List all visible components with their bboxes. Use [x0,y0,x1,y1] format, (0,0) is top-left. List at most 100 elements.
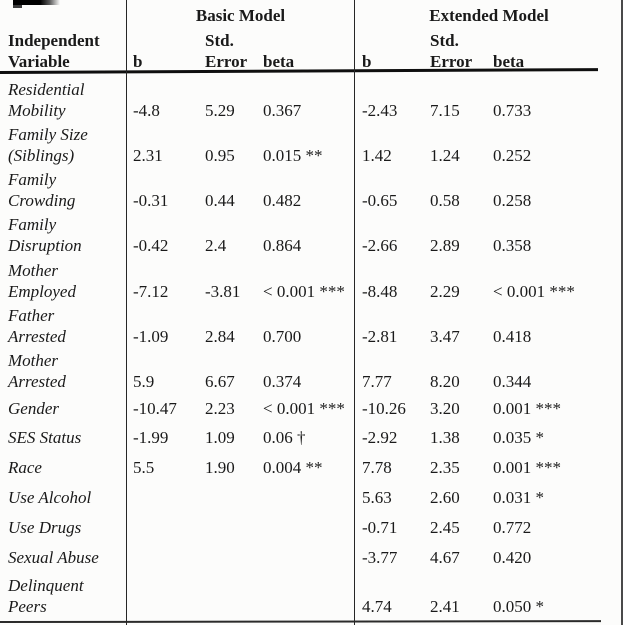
cell-extended-b: 7.78 [362,458,392,477]
cell-extended-se: 2.60 [430,488,460,507]
cell-basic-beta: 0.004 ** [263,458,323,477]
cell-basic-b: -1.09 [133,327,169,346]
cell-extended-se: 7.15 [430,101,460,120]
cell-basic-se: 5.29 [205,101,235,120]
cell-extended-se: 2.41 [430,597,460,616]
cell-extended-beta: 0.344 [493,372,532,391]
cell-variable: Use Drugs [8,518,82,537]
cell-extended-se: 3.20 [430,399,460,418]
cell-basic-se: 1.90 [205,458,235,477]
cell-variable: Sexual Abuse [8,548,99,567]
cell-basic-b [126,481,201,511]
table-row: Delinquent Peers 4.74 2.41 0.050 * [0,571,623,620]
cell-basic-se: 0.95 [205,146,235,165]
cell-variable: Mother Arrested [8,351,66,391]
cell-basic-se [201,511,258,541]
cell-extended-beta: 0.258 [493,191,532,210]
cell-basic-beta [258,511,355,541]
cell-extended-se: 4.67 [430,548,460,567]
cell-extended-se: 3.47 [430,327,460,346]
cell-extended-beta: 0.772 [493,518,532,537]
cell-basic-b: -7.12 [133,282,169,301]
cell-extended-beta: 0.418 [493,327,532,346]
cell-extended-b: -2.66 [362,236,398,255]
cell-extended-beta: 0.031 * [493,488,544,507]
extended-model-header: Extended Model [429,6,549,25]
cell-extended-beta: 0.050 * [493,597,544,616]
table-row: Residential Mobility -4.8 5.29 0.367 -2.… [0,75,623,124]
table-row: Father Arrested -1.09 2.84 0.700 -2.81 3… [0,305,623,350]
table-row: Family Crowding -0.31 0.44 0.482 -0.65 0… [0,169,623,214]
cell-variable: Family Size (Siblings) [8,125,88,165]
cell-basic-b [126,511,201,541]
scan-edge-line [620,0,623,625]
group-header-spacer [0,0,126,28]
cell-variable: Mother Employed [8,261,76,301]
cell-basic-beta: 0.864 [263,236,302,255]
cell-basic-beta: 0.015 ** [263,146,323,165]
cell-basic-beta [258,571,355,620]
cell-basic-se: 2.23 [205,399,235,418]
cell-extended-beta: 0.001 *** [493,399,561,418]
cell-extended-beta: 0.358 [493,236,532,255]
cell-extended-b: 7.77 [362,372,392,391]
cell-basic-b [126,571,201,620]
col-header-independent-variable: Independent Variable [8,31,100,71]
cell-basic-b: -1.99 [133,428,169,447]
bottom-rule [0,620,602,623]
cell-basic-beta: 0.06 † [263,428,306,447]
cell-basic-se: 2.4 [205,236,227,255]
cell-extended-b: 1.42 [362,146,392,165]
cell-basic-b: 5.5 [133,458,155,477]
table-row: Family Disruption -0.42 2.4 0.864 -2.66 … [0,214,623,259]
cell-extended-b: -3.77 [362,548,398,567]
cell-extended-se: 1.24 [430,146,460,165]
cell-extended-b: -2.43 [362,101,398,120]
cell-basic-b [126,541,201,571]
cell-variable: Residential Mobility [8,80,85,120]
table-row: Use Drugs -0.71 2.45 0.772 [0,511,623,541]
cell-extended-beta: < 0.001 *** [493,282,575,301]
cell-extended-se: 2.45 [430,518,460,537]
cell-variable: Gender [8,399,59,418]
cell-extended-se: 0.58 [430,191,460,210]
cell-extended-beta: 0.420 [493,548,532,567]
column-divider-extended [353,0,356,625]
cell-extended-b: -2.81 [362,327,398,346]
cell-basic-se [201,541,258,571]
cell-basic-beta: 0.367 [263,101,302,120]
cell-basic-beta: 0.700 [263,327,302,346]
table-row: Mother Employed -7.12 -3.81 < 0.001 *** … [0,259,623,305]
cell-basic-beta: 0.482 [263,191,302,210]
col-header-extended-b: b [362,52,372,71]
column-divider-basic [125,0,128,625]
cell-extended-b: 4.74 [362,597,392,616]
cell-extended-beta: 0.252 [493,146,532,165]
cell-basic-se: 6.67 [205,372,235,391]
basic-model-header: Basic Model [195,6,286,25]
cell-variable: SES Status [8,428,82,447]
cell-extended-se: 1.38 [430,428,460,447]
cell-variable: Race [8,458,42,477]
cell-basic-beta [258,481,355,511]
cell-basic-se: 0.44 [205,191,235,210]
cell-basic-se: 1.09 [205,428,235,447]
table-row: SES Status -1.99 1.09 0.06 † -2.92 1.38 … [0,422,623,451]
cell-extended-b: -2.92 [362,428,398,447]
cell-variable: Father Arrested [8,306,66,346]
cell-extended-b: -10.26 [362,399,406,418]
cell-basic-se [201,481,258,511]
scan-corner-mark [13,0,60,5]
cell-variable: Delinquent Peers [8,576,84,616]
cell-basic-se [201,571,258,620]
col-header-basic-beta: beta [263,52,295,71]
table-row: Family Size (Siblings) 2.31 0.95 0.015 *… [0,124,623,169]
cell-basic-b: 5.9 [133,372,155,391]
cell-basic-b: -0.31 [133,191,169,210]
cell-extended-b: -8.48 [362,282,398,301]
cell-extended-se: 2.35 [430,458,460,477]
col-header-extended-std-error: Std. Error [430,31,473,71]
model-group-header-row: Basic Model Extended Model [0,0,623,28]
